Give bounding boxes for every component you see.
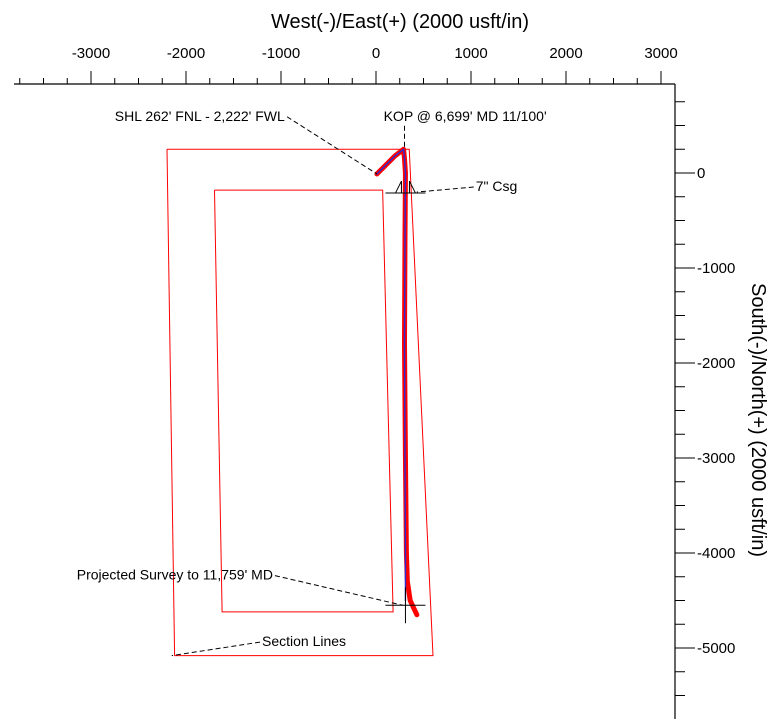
x-tick-label: 3000 — [644, 45, 677, 62]
annotation-label: Section Lines — [262, 633, 346, 649]
x-axis-title: West(-)/East(+) (2000 usft/in) — [271, 11, 529, 33]
annotation-leader — [416, 186, 474, 193]
x-tick-label: -3000 — [72, 45, 110, 62]
y-tick-label: 0 — [697, 165, 705, 182]
annotation-label: Projected Survey to 11,759' MD — [77, 567, 273, 583]
section-lines-group — [166, 148, 434, 657]
section-lines-inner — [214, 189, 394, 613]
x-tick-label: -1000 — [262, 45, 300, 62]
y-axis-title: South(-)/North(+) (2000 usft/in) — [747, 283, 769, 557]
series-group — [374, 146, 420, 618]
annotations-group: SHL 262' FNL - 2,222' FWL KOP @ 6,699' MD… — [77, 108, 547, 657]
markers-group — [385, 180, 426, 624]
y-tick-label: -1000 — [697, 260, 735, 277]
x-tick-label: -2000 — [167, 45, 205, 62]
axes-group: )-3000-2000-100001000200030000-1000-2000… — [14, 45, 735, 719]
y-tick-label: -2000 — [697, 355, 735, 372]
y-tick-label: -5000 — [697, 640, 735, 657]
annotation-label: 7" Csg — [476, 178, 518, 194]
x-tick-label: 0 — [372, 45, 380, 62]
annotation-label: KOP @ 6,699' MD 11/100' — [384, 108, 547, 124]
y-tick-label: -3000 — [697, 450, 735, 467]
casing-shoe-left — [395, 180, 402, 194]
casing-shoe-right — [408, 180, 416, 194]
x-tick-label: 1000 — [454, 45, 487, 62]
annotation-leader — [171, 641, 261, 657]
section-lines-outer — [166, 148, 434, 657]
x-tick-label: 2000 — [549, 45, 582, 62]
annotation-leader — [286, 116, 378, 175]
plan-wellbore-line — [376, 148, 407, 602]
annotation-label: SHL 262' FNL - 2,222' FWL — [115, 108, 285, 124]
y-tick-label: -4000 — [697, 545, 735, 562]
annotation-leader — [274, 575, 403, 606]
